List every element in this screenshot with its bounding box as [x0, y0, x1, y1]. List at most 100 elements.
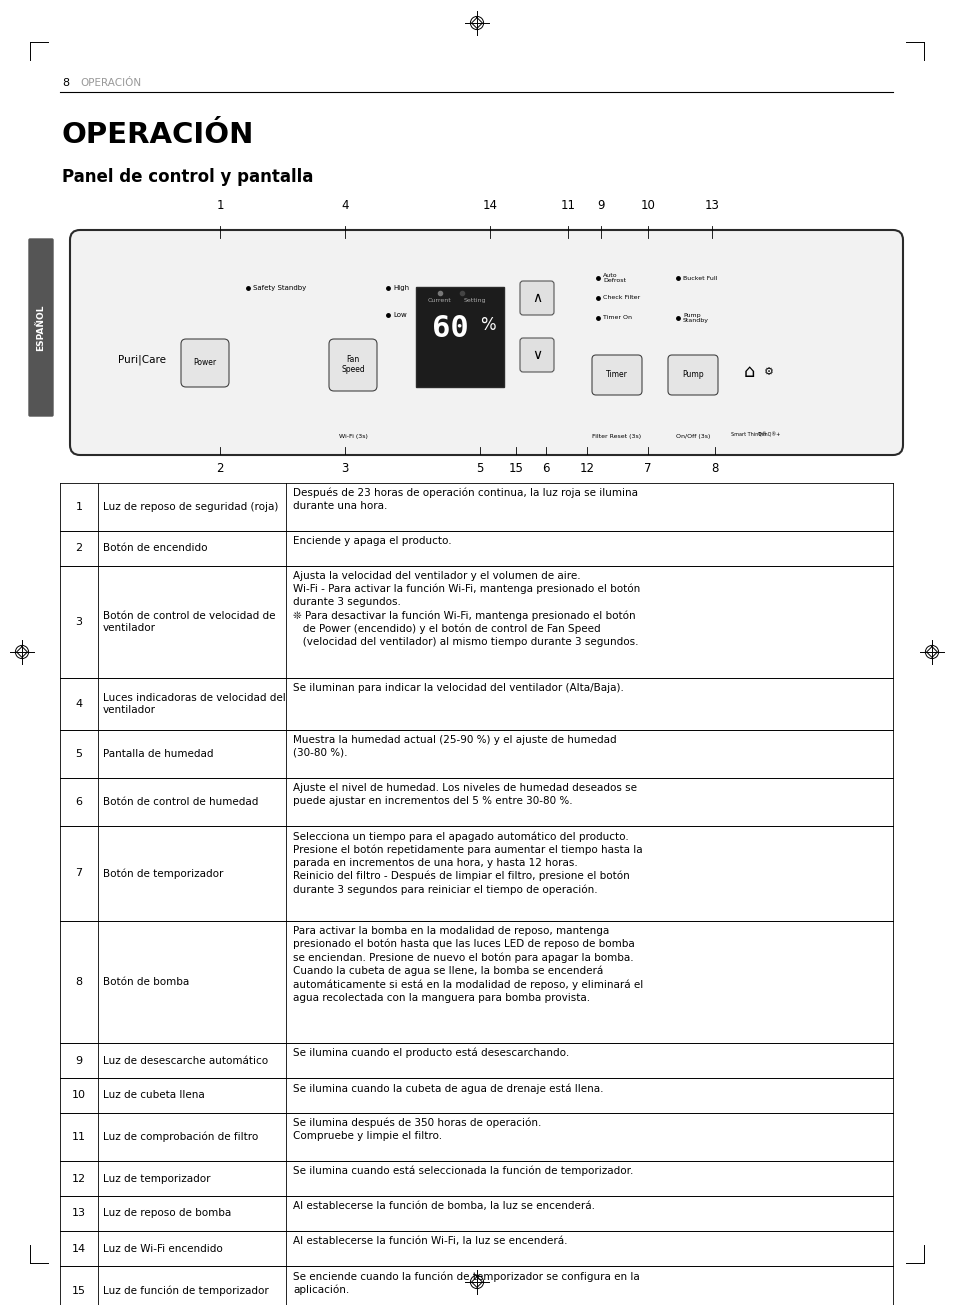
Text: Smart ThinQ®: Smart ThinQ®: [730, 432, 766, 437]
Text: Se ilumina cuando el producto está desescarchando.: Se ilumina cuando el producto está deses…: [293, 1048, 569, 1058]
Text: ⚙: ⚙: [763, 367, 773, 377]
Text: Luz de cubeta llena: Luz de cubeta llena: [103, 1091, 205, 1100]
Text: Pantalla de humedad: Pantalla de humedad: [103, 749, 213, 760]
Text: Botón de bomba: Botón de bomba: [103, 977, 189, 987]
Text: 2: 2: [216, 462, 224, 475]
Text: Current: Current: [428, 299, 452, 304]
Text: Botón de control de humedad: Botón de control de humedad: [103, 797, 258, 806]
Text: 8: 8: [711, 462, 718, 475]
Text: Check Filter: Check Filter: [602, 295, 639, 300]
FancyBboxPatch shape: [181, 339, 229, 388]
Text: Luz de reposo de seguridad (roja): Luz de reposo de seguridad (roja): [103, 502, 278, 512]
Text: 7: 7: [75, 869, 83, 878]
Text: Bucket Full: Bucket Full: [682, 275, 717, 281]
Text: Power: Power: [193, 359, 216, 368]
Text: 4: 4: [75, 699, 83, 709]
Text: 9: 9: [597, 198, 604, 211]
Text: 1: 1: [216, 198, 224, 211]
Text: Botón de temporizador: Botón de temporizador: [103, 868, 223, 878]
Text: 10: 10: [71, 1091, 86, 1100]
FancyBboxPatch shape: [667, 355, 718, 395]
Text: Al establecerse la función Wi-Fi, la luz se encenderá.: Al establecerse la función Wi-Fi, la luz…: [293, 1236, 567, 1246]
Text: 15: 15: [508, 462, 523, 475]
Text: Muestra la humedad actual (25-90 %) y el ajuste de humedad
(30-80 %).: Muestra la humedad actual (25-90 %) y el…: [293, 735, 616, 758]
Text: Safety Standby: Safety Standby: [253, 284, 306, 291]
Text: Low: Low: [393, 312, 406, 318]
FancyBboxPatch shape: [519, 281, 554, 315]
Text: 12: 12: [578, 462, 594, 475]
Text: Speed: Speed: [341, 365, 364, 375]
Text: On/Off (3s): On/Off (3s): [675, 435, 709, 440]
Text: %: %: [479, 316, 496, 334]
Text: 5: 5: [75, 749, 82, 760]
Text: 4: 4: [341, 198, 349, 211]
Text: Después de 23 horas de operación continua, la luz roja se ilumina
durante una ho: Después de 23 horas de operación continu…: [293, 488, 638, 512]
Text: Para activar la bomba en la modalidad de reposo, mantenga
presionado el botón ha: Para activar la bomba en la modalidad de…: [293, 927, 642, 1002]
Text: Botón de control de velocidad de
ventilador: Botón de control de velocidad de ventila…: [103, 611, 275, 633]
Text: Puri|Care: Puri|Care: [118, 355, 166, 365]
Text: ThinQ®+: ThinQ®+: [757, 432, 780, 437]
Text: Pump
Standby: Pump Standby: [682, 313, 708, 324]
Text: 2: 2: [75, 543, 83, 553]
Text: 6: 6: [75, 797, 82, 806]
Text: Se ilumina cuando está seleccionada la función de temporizador.: Se ilumina cuando está seleccionada la f…: [293, 1165, 633, 1177]
Text: Al establecerse la función de bomba, la luz se encenderá.: Al establecerse la función de bomba, la …: [293, 1201, 595, 1211]
Text: Botón de encendido: Botón de encendido: [103, 543, 208, 553]
Text: 9: 9: [75, 1056, 83, 1065]
Text: ∧: ∧: [532, 291, 541, 305]
Text: 3: 3: [75, 617, 82, 626]
Text: Se iluminan para indicar la velocidad del ventilador (Alta/Baja).: Se iluminan para indicar la velocidad de…: [293, 683, 623, 693]
Text: 1: 1: [75, 502, 82, 512]
Text: Pump: Pump: [681, 371, 703, 380]
Text: 11: 11: [71, 1131, 86, 1142]
FancyBboxPatch shape: [70, 230, 902, 455]
Text: ∨: ∨: [532, 348, 541, 361]
Text: Setting: Setting: [463, 299, 486, 304]
Text: High: High: [393, 284, 409, 291]
Text: Selecciona un tiempo para el apagado automático del producto.
Presione el botón : Selecciona un tiempo para el apagado aut…: [293, 831, 642, 895]
Text: ESPAÑOL: ESPAÑOL: [36, 304, 46, 351]
FancyBboxPatch shape: [519, 338, 554, 372]
Text: 6: 6: [541, 462, 549, 475]
Text: OPERACIÓN: OPERACIÓN: [80, 78, 141, 87]
FancyBboxPatch shape: [29, 239, 53, 416]
Text: Wi-Fi (3s): Wi-Fi (3s): [338, 435, 367, 440]
Text: 11: 11: [560, 198, 575, 211]
Bar: [416, 287, 503, 388]
Text: Enciende y apaga el producto.: Enciende y apaga el producto.: [293, 536, 451, 545]
Text: OPERACIÓN: OPERACIÓN: [62, 121, 254, 149]
Text: Filter Reset (3s): Filter Reset (3s): [592, 435, 640, 440]
FancyBboxPatch shape: [329, 339, 376, 392]
Text: 14: 14: [482, 198, 497, 211]
Text: 8: 8: [75, 977, 83, 987]
Text: 5: 5: [476, 462, 483, 475]
Text: 60: 60: [431, 315, 468, 343]
Text: Luz de desescarche automático: Luz de desescarche automático: [103, 1056, 268, 1065]
Text: Timer On: Timer On: [602, 316, 631, 321]
Text: Se ilumina después de 350 horas de operación.
Compruebe y limpie el filtro.: Se ilumina después de 350 horas de opera…: [293, 1118, 540, 1142]
Text: Se enciende cuando la función de temporizador se configura en la
aplicación.: Se enciende cuando la función de tempori…: [293, 1271, 639, 1295]
Text: Timer: Timer: [605, 371, 627, 380]
Text: 13: 13: [71, 1208, 86, 1219]
Text: 14: 14: [71, 1244, 86, 1254]
Text: Auto
Defrost: Auto Defrost: [602, 273, 625, 283]
Text: Luz de Wi-Fi encendido: Luz de Wi-Fi encendido: [103, 1244, 222, 1254]
Text: 13: 13: [704, 198, 719, 211]
Text: Luz de función de temporizador: Luz de función de temporizador: [103, 1285, 269, 1296]
Text: 8: 8: [62, 78, 69, 87]
Text: 7: 7: [643, 462, 651, 475]
Text: ⌂: ⌂: [742, 363, 754, 381]
Text: 10: 10: [639, 198, 655, 211]
Text: Luz de reposo de bomba: Luz de reposo de bomba: [103, 1208, 231, 1219]
Text: Se ilumina cuando la cubeta de agua de drenaje está llena.: Se ilumina cuando la cubeta de agua de d…: [293, 1083, 603, 1094]
FancyBboxPatch shape: [592, 355, 641, 395]
Text: 12: 12: [71, 1173, 86, 1184]
Text: Panel de control y pantalla: Panel de control y pantalla: [62, 168, 313, 187]
Text: Luz de temporizador: Luz de temporizador: [103, 1173, 211, 1184]
Text: Luz de comprobación de filtro: Luz de comprobación de filtro: [103, 1131, 258, 1142]
Text: Ajuste el nivel de humedad. Los niveles de humedad deseados se
puede ajustar en : Ajuste el nivel de humedad. Los niveles …: [293, 783, 637, 805]
Text: 3: 3: [341, 462, 349, 475]
Text: 15: 15: [71, 1285, 86, 1296]
Text: Luces indicadoras de velocidad del
ventilador: Luces indicadoras de velocidad del venti…: [103, 693, 286, 715]
Text: Fan: Fan: [346, 355, 359, 364]
